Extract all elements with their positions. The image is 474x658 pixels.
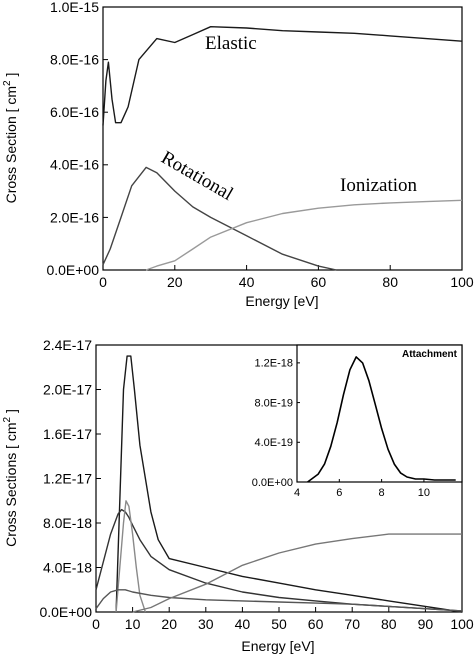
y-tick-label: 4.0E-16 — [50, 157, 99, 173]
series-line-5 — [132, 533, 462, 613]
top-x-ticks: 0 20 40 60 80 100 — [99, 265, 474, 290]
series-line-4 — [95, 589, 463, 612]
y-tick-label: 0.0E+00 — [39, 604, 92, 620]
top-series — [102, 26, 463, 271]
top-y-axis-label: Cross Section [ cm2 ] — [2, 73, 19, 204]
inset-plot-frame — [296, 344, 463, 483]
top-chart: 0.0E+00 2.0E-16 4.0E-16 6.0E-16 8.0E-16 1.0E-… — [2, 0, 474, 309]
attachment-series-line — [307, 356, 456, 483]
x-tick-label: 100 — [450, 274, 474, 290]
x-tick-label: 60 — [308, 616, 324, 632]
bottom-x-axis-label: Energy [eV] — [241, 638, 314, 654]
x-tick-label: 50 — [271, 616, 287, 632]
bottom-series — [95, 355, 463, 613]
series-line-3 — [115, 500, 147, 613]
x-tick-label: 60 — [311, 274, 327, 290]
x-tick-label: 10 — [418, 487, 430, 499]
x-tick-label: 8 — [379, 487, 385, 499]
x-tick-label: 40 — [239, 274, 255, 290]
series-line-1 — [115, 355, 463, 613]
attachment-inset: Attachment 0.0E+004.0E-198.0E-191.2E-18 … — [252, 344, 463, 499]
y-tick-label: 1.2E-17 — [43, 470, 92, 486]
y-tick-label: 2.0E-17 — [43, 381, 92, 397]
inset-y-ticks: 0.0E+00 4.0E-19 8.0E-19 1.2E-18 — [252, 358, 300, 489]
x-tick-label: 80 — [382, 274, 398, 290]
x-tick-label: 100 — [450, 616, 474, 632]
rotational-series-line — [102, 166, 337, 271]
y-tick-label: 8.0E-18 — [43, 515, 92, 531]
x-tick-label: 10 — [125, 616, 141, 632]
y-tick-label: 6.0E-16 — [50, 104, 99, 120]
top-y-ticks: 0.0E+00 2.0E-16 4.0E-16 6.0E-16 8.0E-16 1.0E-… — [46, 0, 108, 278]
ionization-series-line — [145, 199, 463, 271]
y-tick-label: 8.0E-16 — [50, 52, 99, 68]
bottom-x-ticks: 0 10 20 30 40 50 60 70 80 90 100 — [92, 607, 474, 632]
y-tick-label: 8.0E-19 — [254, 397, 293, 409]
y-tick-label: 2.0E-16 — [50, 209, 99, 225]
x-tick-label: 70 — [344, 616, 360, 632]
ionization-annotation: Ionization — [340, 175, 418, 196]
x-tick-label: 30 — [198, 616, 214, 632]
x-tick-label: 6 — [336, 487, 342, 499]
bottom-y-ticks: 0.0E+00 4.0E-18 8.0E-18 1.2E-17 1.6E-17 2.0E-… — [39, 337, 101, 620]
y-tick-label: 2.4E-17 — [43, 337, 92, 353]
y-tick-label: 1.0E-15 — [50, 0, 99, 15]
x-tick-label: 80 — [381, 616, 397, 632]
y-tick-label: 0.0E+00 — [252, 477, 293, 489]
elastic-annotation: Elastic — [205, 33, 257, 54]
x-tick-label: 40 — [235, 616, 251, 632]
x-tick-label: 90 — [418, 616, 434, 632]
x-tick-label: 20 — [161, 616, 177, 632]
top-x-axis-label: Energy [eV] — [245, 293, 318, 309]
x-tick-label: 0 — [92, 616, 100, 632]
bottom-chart: 0.0E+00 4.0E-18 8.0E-18 1.2E-17 1.6E-17 2.0E-… — [2, 337, 474, 654]
inset-series — [307, 356, 456, 483]
x-tick-label: 0 — [99, 274, 107, 290]
x-tick-label: 4 — [294, 487, 300, 499]
y-tick-label: 4.0E-18 — [43, 559, 92, 575]
x-tick-label: 20 — [167, 274, 183, 290]
y-tick-label: 1.6E-17 — [43, 426, 92, 442]
bottom-y-axis-label: Cross Sections [ cm2 ] — [2, 409, 19, 547]
y-tick-label: 4.0E-19 — [254, 437, 293, 449]
y-tick-label: 1.2E-18 — [254, 358, 293, 370]
rotational-annotation: Rotational — [158, 147, 237, 205]
inset-title: Attachment — [402, 349, 458, 360]
y-tick-label: 0.0E+00 — [46, 262, 99, 278]
top-plot-frame — [102, 6, 463, 271]
inset-x-ticks: 4 6 8 10 — [294, 479, 430, 499]
elastic-series-line — [102, 26, 463, 126]
